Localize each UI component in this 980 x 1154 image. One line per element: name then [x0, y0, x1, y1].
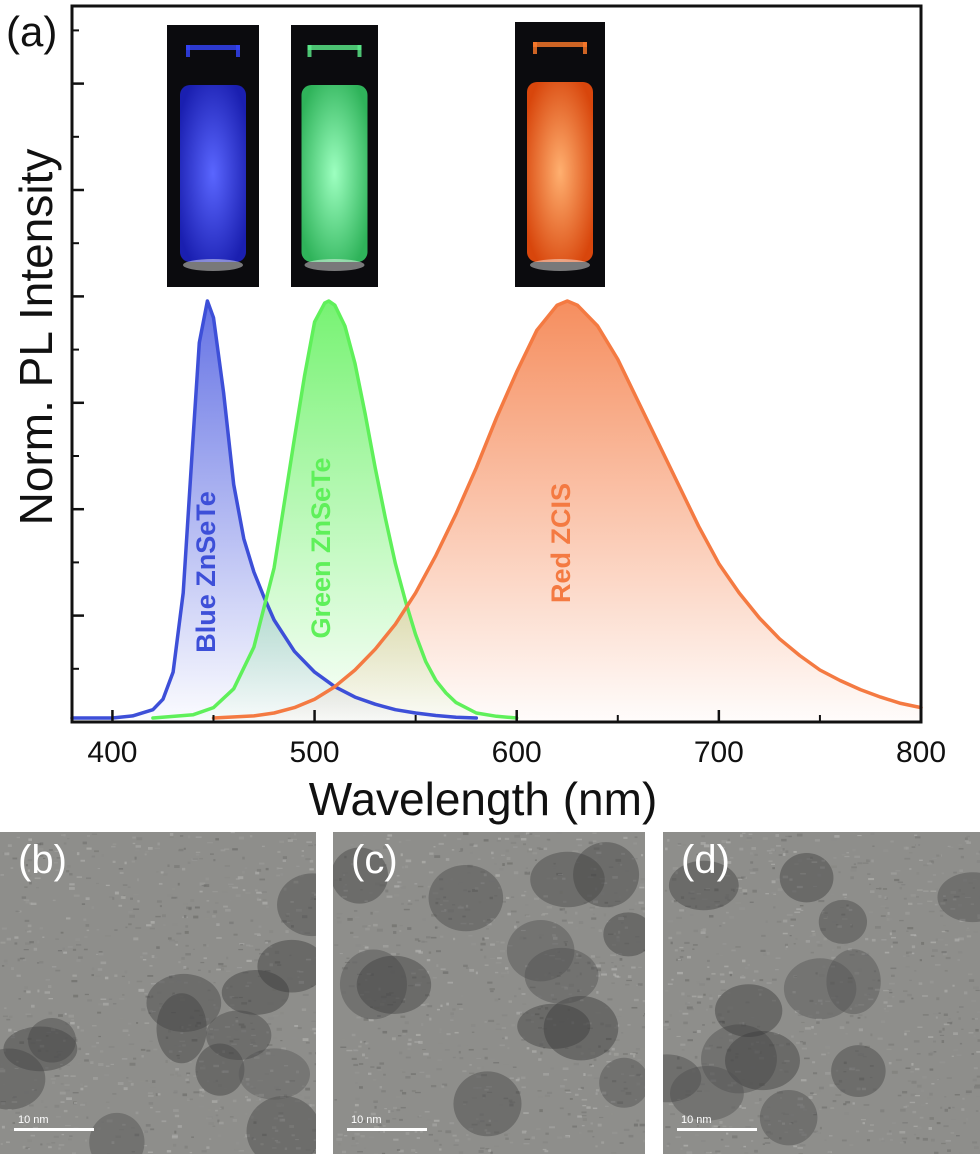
series-label-blue-znsete: Blue ZnSeTe: [191, 491, 221, 653]
tem-image-c: [333, 832, 645, 1154]
tem-image-b: [0, 832, 316, 1154]
tem-panel-b: (b) 10 nm: [0, 832, 316, 1154]
panel-label-a: (a): [6, 8, 57, 55]
scale-bar-label-b: 10 nm: [18, 1114, 49, 1126]
panel-label-b: (b): [18, 838, 67, 882]
red-vial-photo: [515, 22, 605, 287]
pl-spectrum-chart: (a) Blue ZnSeTe Green ZnSeTe Red ZCIS 400 5…: [6, 4, 946, 825]
tem-image-d: [663, 832, 980, 1154]
y-axis-label: Norm. PL Intensity: [10, 149, 62, 526]
x-tick-label: 700: [694, 736, 744, 769]
tem-panel-c: (c) 10 nm: [333, 832, 645, 1154]
scale-bar-c: [347, 1128, 427, 1131]
panel-label-d: (d): [681, 838, 730, 882]
tem-panel-d: (d) 10 nm: [663, 832, 980, 1154]
scale-bar-d: [677, 1128, 757, 1131]
series-area-green-znsete: [152, 301, 517, 722]
series-area-red-zcis: [213, 301, 921, 722]
x-tick-label: 400: [87, 736, 137, 769]
series-line-green-znsete: [151, 299, 519, 720]
series-label-red-zcis: Red ZCIS: [546, 483, 576, 603]
scale-bar-label-c: 10 nm: [351, 1114, 382, 1126]
series-line-red-zcis: [211, 299, 923, 720]
series-label-green-znsete: Green ZnSeTe: [306, 457, 336, 638]
scale-bar-label-d: 10 nm: [681, 1114, 712, 1126]
x-tick-label: 800: [896, 736, 946, 769]
x-tick-label: 600: [492, 736, 542, 769]
series-line-blue-znsete: [70, 299, 479, 720]
scale-bar-b: [14, 1128, 94, 1131]
plot-frame: [70, 4, 923, 724]
x-tick-label: 500: [290, 736, 340, 769]
x-axis-label: Wavelength (nm): [309, 773, 658, 825]
blue-vial-photo: [167, 25, 259, 287]
green-vial-photo: [291, 25, 378, 287]
panel-label-c: (c): [351, 838, 398, 882]
